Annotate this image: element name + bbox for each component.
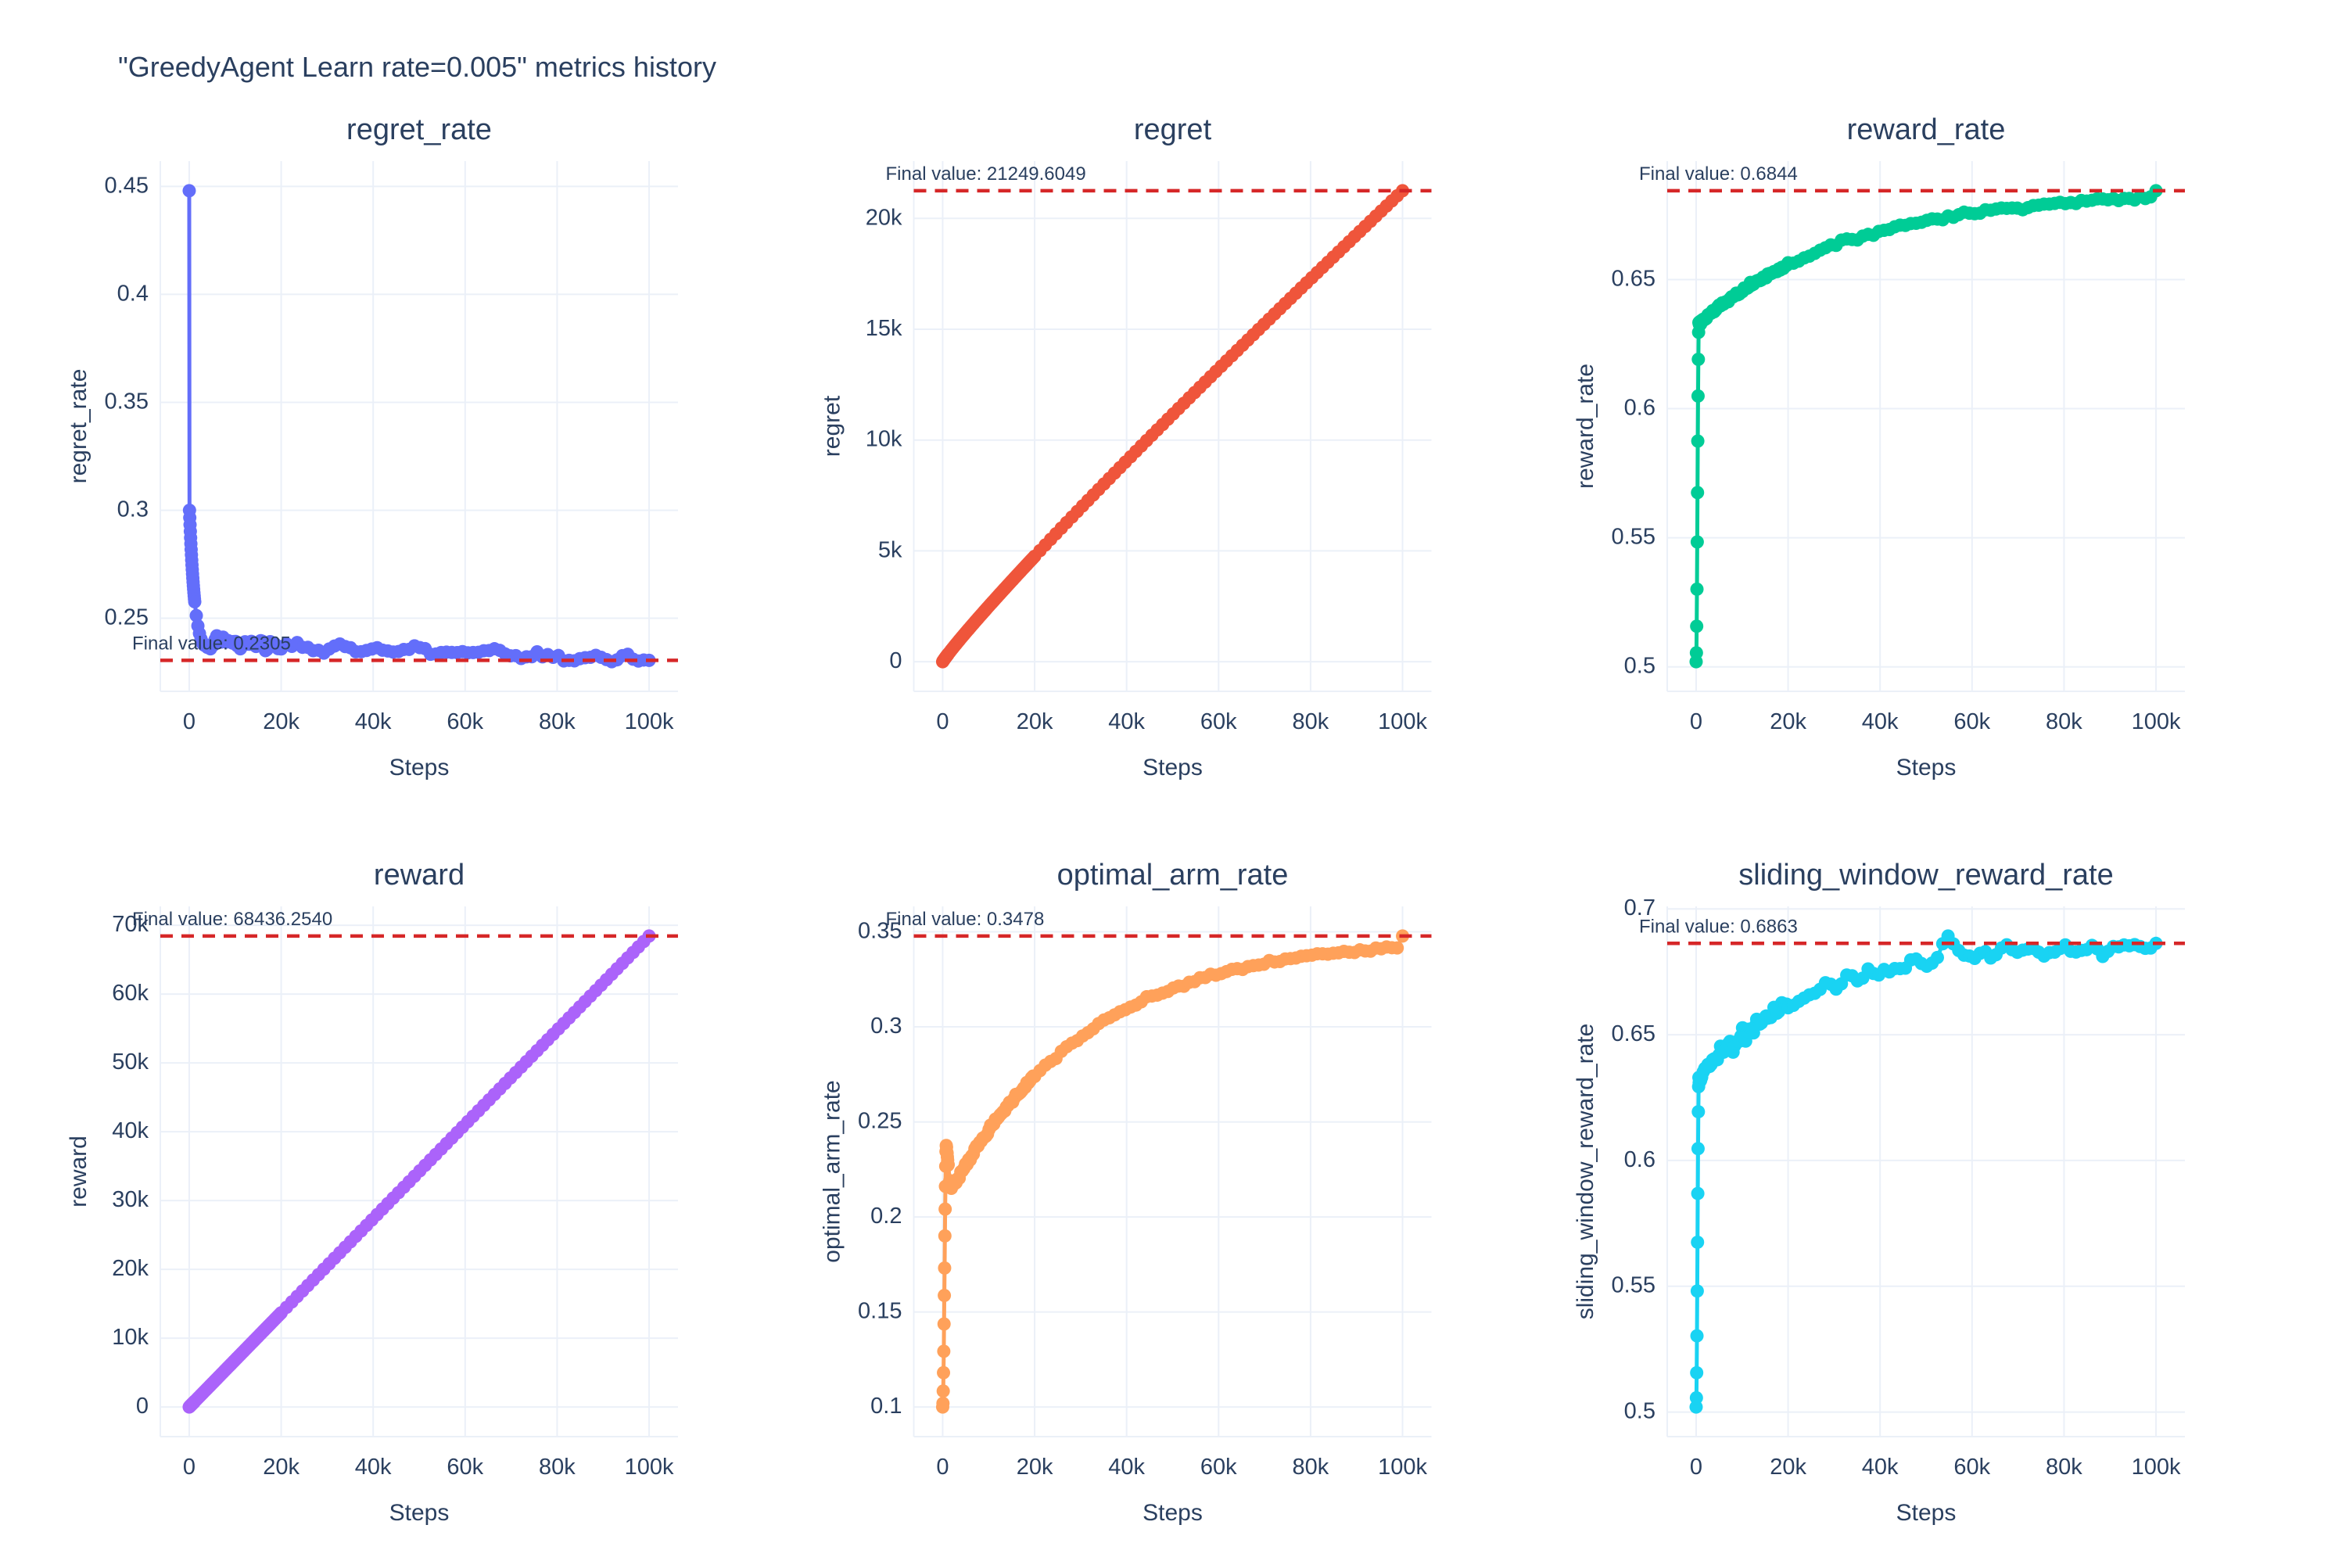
svg-text:regret_rate: regret_rate bbox=[66, 369, 91, 484]
svg-text:0: 0 bbox=[936, 709, 949, 734]
svg-text:20k: 20k bbox=[112, 1256, 149, 1281]
svg-text:30k: 30k bbox=[112, 1187, 149, 1212]
svg-text:60k: 60k bbox=[1953, 1455, 1990, 1480]
svg-text:reward: reward bbox=[374, 859, 465, 892]
svg-text:Final value: 21249.6049: Final value: 21249.6049 bbox=[886, 163, 1086, 185]
svg-text:60k: 60k bbox=[1953, 709, 1990, 734]
svg-text:80k: 80k bbox=[539, 1455, 576, 1480]
svg-text:80k: 80k bbox=[539, 709, 576, 734]
svg-text:0.2: 0.2 bbox=[870, 1204, 902, 1229]
svg-text:Final value: 0.6844: Final value: 0.6844 bbox=[1639, 163, 1798, 185]
svg-text:0: 0 bbox=[936, 1455, 949, 1480]
svg-text:Final value: 0.6863: Final value: 0.6863 bbox=[1639, 916, 1798, 937]
svg-text:60k: 60k bbox=[447, 709, 483, 734]
svg-text:60k: 60k bbox=[112, 981, 149, 1006]
svg-text:0.6: 0.6 bbox=[1624, 396, 1655, 421]
svg-text:40k: 40k bbox=[1108, 709, 1145, 734]
svg-text:20k: 20k bbox=[866, 205, 902, 230]
svg-text:regret: regret bbox=[820, 395, 845, 457]
svg-text:0.4: 0.4 bbox=[117, 281, 149, 306]
svg-text:40k: 40k bbox=[1108, 1455, 1145, 1480]
svg-text:reward_rate: reward_rate bbox=[1847, 113, 2006, 146]
svg-text:0: 0 bbox=[136, 1394, 149, 1419]
svg-text:"GreedyAgent Learn rate=0.005": "GreedyAgent Learn rate=0.005" metrics h… bbox=[118, 51, 716, 83]
svg-text:0.5: 0.5 bbox=[1624, 1399, 1655, 1424]
svg-text:80k: 80k bbox=[1293, 1455, 1329, 1480]
svg-text:sliding_window_reward_rate: sliding_window_reward_rate bbox=[1738, 859, 2114, 892]
svg-text:regret_rate: regret_rate bbox=[346, 113, 492, 146]
svg-text:60k: 60k bbox=[1200, 709, 1237, 734]
svg-text:optimal_arm_rate: optimal_arm_rate bbox=[820, 1080, 845, 1262]
svg-text:0.1: 0.1 bbox=[870, 1394, 902, 1419]
svg-text:40k: 40k bbox=[355, 1455, 392, 1480]
svg-text:regret: regret bbox=[1134, 113, 1212, 146]
svg-text:20k: 20k bbox=[1770, 1455, 1806, 1480]
svg-text:optimal_arm_rate: optimal_arm_rate bbox=[1057, 859, 1289, 892]
svg-text:80k: 80k bbox=[2046, 1455, 2082, 1480]
svg-text:100k: 100k bbox=[625, 1455, 674, 1480]
svg-text:80k: 80k bbox=[1293, 709, 1329, 734]
svg-text:5k: 5k bbox=[878, 537, 902, 562]
svg-text:20k: 20k bbox=[263, 709, 300, 734]
svg-text:Steps: Steps bbox=[1896, 1500, 1957, 1526]
svg-text:Steps: Steps bbox=[389, 1500, 450, 1526]
svg-text:0.6: 0.6 bbox=[1624, 1147, 1655, 1172]
svg-text:40k: 40k bbox=[112, 1118, 149, 1143]
svg-text:0.45: 0.45 bbox=[105, 173, 149, 198]
svg-text:40k: 40k bbox=[1862, 1455, 1899, 1480]
svg-text:0.65: 0.65 bbox=[1612, 1021, 1655, 1046]
svg-text:20k: 20k bbox=[1017, 709, 1053, 734]
svg-text:40k: 40k bbox=[355, 709, 392, 734]
svg-text:0.5: 0.5 bbox=[1624, 654, 1655, 679]
svg-text:10k: 10k bbox=[866, 427, 902, 452]
svg-text:40k: 40k bbox=[1862, 709, 1899, 734]
svg-text:0: 0 bbox=[1690, 709, 1702, 734]
svg-text:0.55: 0.55 bbox=[1612, 525, 1655, 550]
svg-text:Steps: Steps bbox=[1143, 1500, 1203, 1526]
svg-text:0: 0 bbox=[183, 709, 196, 734]
svg-text:100k: 100k bbox=[625, 709, 674, 734]
svg-text:100k: 100k bbox=[2132, 709, 2181, 734]
svg-text:60k: 60k bbox=[1200, 1455, 1237, 1480]
svg-text:15k: 15k bbox=[866, 316, 902, 341]
svg-text:20k: 20k bbox=[1770, 709, 1806, 734]
svg-text:0: 0 bbox=[183, 1455, 196, 1480]
svg-text:0.3: 0.3 bbox=[117, 497, 149, 522]
svg-text:0: 0 bbox=[1690, 1455, 1702, 1480]
svg-text:Steps: Steps bbox=[1896, 755, 1957, 780]
svg-text:80k: 80k bbox=[2046, 709, 2082, 734]
svg-text:reward_rate: reward_rate bbox=[1573, 364, 1598, 489]
svg-text:Steps: Steps bbox=[1143, 755, 1203, 780]
svg-text:Final value: 68436.2540: Final value: 68436.2540 bbox=[132, 909, 332, 930]
svg-text:100k: 100k bbox=[2132, 1455, 2181, 1480]
svg-text:0.25: 0.25 bbox=[105, 605, 149, 630]
svg-text:10k: 10k bbox=[112, 1325, 149, 1350]
svg-text:50k: 50k bbox=[112, 1050, 149, 1075]
svg-text:Steps: Steps bbox=[389, 755, 450, 780]
svg-text:Final value: 0.2305: Final value: 0.2305 bbox=[132, 633, 291, 654]
svg-text:sliding_window_reward_rate: sliding_window_reward_rate bbox=[1573, 1024, 1598, 1320]
svg-text:0.55: 0.55 bbox=[1612, 1273, 1655, 1298]
svg-text:20k: 20k bbox=[263, 1455, 300, 1480]
svg-text:0.15: 0.15 bbox=[858, 1299, 902, 1324]
svg-text:Final value: 0.3478: Final value: 0.3478 bbox=[886, 909, 1045, 930]
svg-text:0.25: 0.25 bbox=[858, 1109, 902, 1134]
svg-text:100k: 100k bbox=[1378, 709, 1427, 734]
svg-text:60k: 60k bbox=[447, 1455, 483, 1480]
svg-text:0: 0 bbox=[889, 648, 902, 673]
svg-text:0.3: 0.3 bbox=[870, 1014, 902, 1039]
svg-text:100k: 100k bbox=[1378, 1455, 1427, 1480]
svg-text:0.35: 0.35 bbox=[105, 389, 149, 414]
svg-text:reward: reward bbox=[66, 1136, 91, 1207]
svg-text:0.65: 0.65 bbox=[1612, 266, 1655, 291]
svg-text:20k: 20k bbox=[1017, 1455, 1053, 1480]
